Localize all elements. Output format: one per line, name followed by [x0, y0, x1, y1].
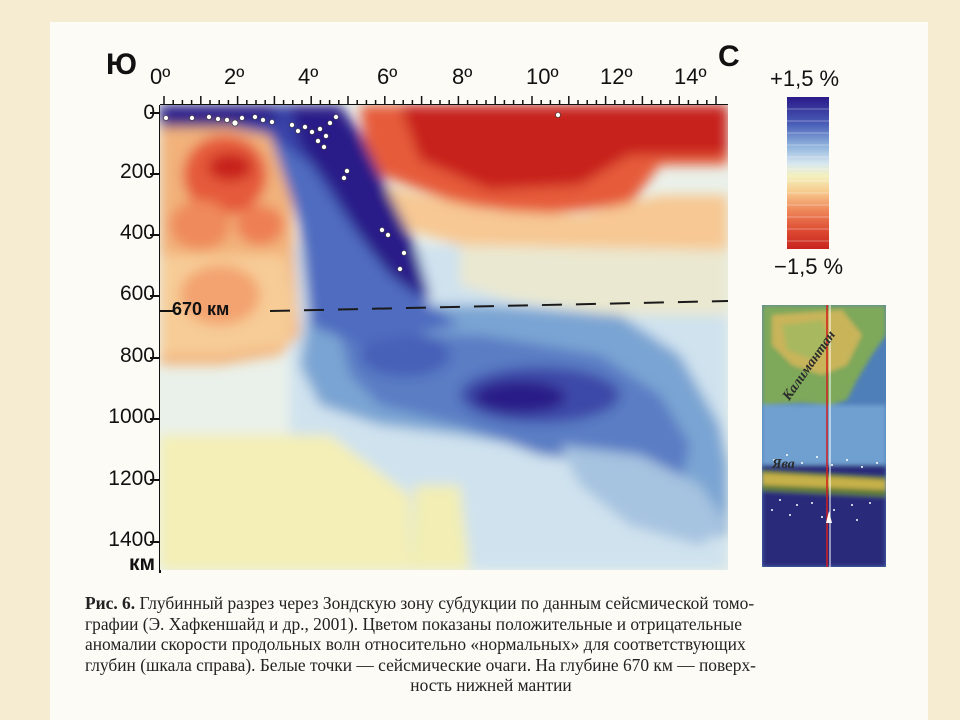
depth-tick-400: 400	[119, 221, 155, 244]
depth-tick-1400: 1400	[108, 528, 155, 551]
lon-tick-6: 6º	[377, 64, 398, 89]
lon-tick-14: 14º	[674, 64, 707, 89]
location-map: Калимантан Ява	[762, 305, 886, 567]
lon-tick-12: 12º	[600, 64, 633, 89]
caption-line-5: ность нижней мантии	[410, 675, 572, 695]
depth-tick-1200: 1200	[108, 467, 155, 490]
caption-line-4: глубин (шкала справа). Белые точки — сей…	[85, 654, 756, 675]
lon-tick-4: 4º	[298, 64, 319, 89]
caption-line-1: Рис. 6. Глубинный разрез через Зондскую …	[85, 593, 897, 614]
depth-tick-0: 0	[143, 101, 155, 124]
tomography-section	[160, 105, 728, 570]
depth-tick-800: 800	[119, 344, 155, 367]
depth-tick-600: 600	[119, 282, 155, 305]
direction-south-label: Ю	[106, 48, 137, 81]
colorbar-max-label: +1,5 %	[770, 66, 840, 91]
lon-tick-2: 2º	[224, 64, 245, 89]
caption-line-1-text: Глубинный разрез через Зондскую зону суб…	[135, 593, 755, 613]
boundary-670-lead	[160, 310, 174, 312]
caption-line-3: аномалии скорости продольных волн относи…	[85, 634, 746, 654]
velocity-anomaly-colorbar	[787, 97, 829, 249]
depth-tick-1000: 1000	[108, 405, 155, 428]
figure-caption: Рис. 6. Глубинный разрез через Зондскую …	[85, 593, 897, 696]
boundary-670-label: 670 км	[172, 299, 230, 319]
caption-label: Рис. 6.	[85, 593, 136, 613]
lon-tick-0: 0º	[150, 64, 171, 89]
lon-tick-10: 10º	[526, 64, 559, 89]
caption-line-2: графии (Э. Хафкеншайд и др., 2001). Цвет…	[85, 613, 742, 634]
direction-north-label: С	[718, 40, 740, 73]
depth-tick-200: 200	[119, 160, 155, 183]
depth-unit: км	[128, 552, 155, 575]
colorbar-min-label: −1,5 %	[774, 254, 844, 279]
lon-tick-8: 8º	[452, 64, 473, 89]
map-label-java: Ява	[772, 457, 795, 472]
